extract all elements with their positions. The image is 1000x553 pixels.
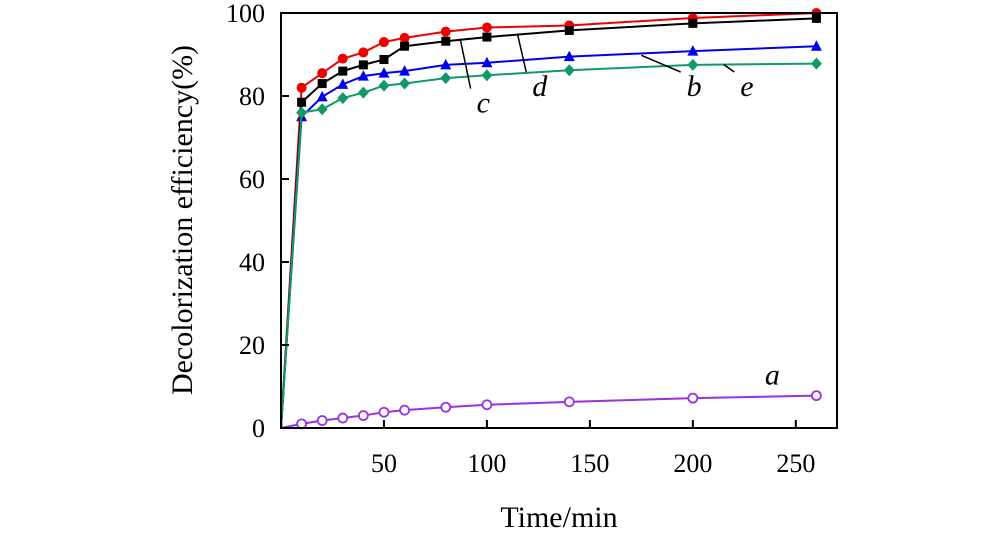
series-d-point-8 bbox=[482, 32, 492, 42]
series-d-point-9 bbox=[564, 25, 574, 35]
series-b-point-3 bbox=[337, 78, 349, 89]
series-a-point-2 bbox=[316, 415, 328, 426]
series-b-point-11 bbox=[810, 40, 822, 51]
series-c-point-6 bbox=[399, 32, 410, 43]
x-tick-label-200: 200 bbox=[673, 449, 712, 478]
y-tick-label-60: 60 bbox=[239, 165, 265, 194]
annotation-a-label: a bbox=[765, 358, 780, 391]
series-e-point-11 bbox=[810, 57, 822, 70]
series-a-point-6 bbox=[399, 404, 410, 416]
series-e-point-3 bbox=[337, 92, 349, 105]
series-c-point-3 bbox=[337, 53, 348, 64]
series-b-point-2 bbox=[316, 90, 328, 102]
series-b-point-10 bbox=[687, 45, 699, 56]
series-b-point-6 bbox=[399, 65, 411, 76]
series-e-point-7 bbox=[440, 72, 452, 85]
series-c-point-1 bbox=[296, 82, 307, 93]
annotation-e-pointer bbox=[723, 63, 735, 73]
series-d-point-10 bbox=[688, 18, 698, 28]
series-d-point-5 bbox=[379, 54, 389, 64]
series-e-point-1 bbox=[296, 106, 308, 119]
series-b-point-8 bbox=[481, 56, 493, 68]
annotation-b-label: b bbox=[687, 70, 702, 103]
series-a-point-8 bbox=[481, 399, 493, 411]
series-e-point-4 bbox=[357, 86, 369, 99]
series-d-point-7 bbox=[441, 36, 451, 46]
series-a-point-7 bbox=[440, 401, 452, 413]
series-e-point-2 bbox=[316, 103, 328, 116]
series-a-point-11 bbox=[811, 390, 822, 402]
series-c-point-5 bbox=[378, 37, 389, 48]
series-a-point-3 bbox=[337, 412, 349, 424]
series-d-point-6 bbox=[400, 41, 410, 51]
series-b-point-5 bbox=[378, 67, 390, 78]
y-tick-label-40: 40 bbox=[239, 248, 265, 277]
series-a-point-9 bbox=[563, 396, 575, 408]
annotation-c-label: c bbox=[477, 87, 490, 120]
series-a-point-5 bbox=[378, 406, 390, 418]
plot-frame bbox=[280, 12, 838, 429]
series-e-point-5 bbox=[378, 79, 390, 92]
annotation-c-pointer bbox=[459, 38, 472, 89]
y-tick-label-20: 20 bbox=[239, 331, 265, 360]
series-e-line bbox=[280, 62, 817, 429]
series-b-point-4 bbox=[357, 70, 369, 81]
series-b-line bbox=[280, 45, 817, 429]
series-a-point-4 bbox=[357, 410, 369, 421]
series-e-point-8 bbox=[481, 69, 493, 82]
y-axis-title: Decolorization efficiency(%) bbox=[166, 45, 199, 395]
series-c-point-4 bbox=[358, 47, 369, 58]
axes-layer: 50 100 150 200 250 0 20 40 60 80 100 bbox=[226, 0, 838, 478]
series-d-point-4 bbox=[358, 60, 368, 70]
series-d-point-1 bbox=[297, 97, 307, 107]
series-e-point-9 bbox=[563, 64, 575, 77]
annotation-d-pointer bbox=[517, 35, 527, 73]
x-tick-label-50: 50 bbox=[371, 449, 397, 478]
series-b-point-7 bbox=[440, 58, 452, 70]
annotation-e-label: e bbox=[740, 70, 753, 103]
y-tick-label-0: 0 bbox=[252, 414, 265, 443]
x-tick-label-250: 250 bbox=[776, 449, 815, 478]
plot-layer: a b c d e bbox=[280, 8, 822, 430]
annotation-d-label: d bbox=[532, 70, 548, 103]
y-tick-label-100: 100 bbox=[226, 0, 265, 28]
x-tick-label-150: 150 bbox=[570, 449, 609, 478]
series-c-point-8 bbox=[481, 22, 492, 33]
series-d-point-11 bbox=[811, 13, 821, 23]
x-axis-title: Time/min bbox=[500, 501, 617, 534]
series-a-point-10 bbox=[687, 392, 699, 404]
x-tick-label-100: 100 bbox=[467, 449, 506, 478]
series-c-point-7 bbox=[440, 26, 451, 37]
series-d-point-3 bbox=[338, 66, 348, 76]
y-tick-label-80: 80 bbox=[239, 82, 265, 111]
series-c-point-2 bbox=[317, 68, 328, 79]
series-b-point-9 bbox=[563, 50, 575, 62]
annotation-b-pointer bbox=[641, 54, 681, 73]
series-d-point-2 bbox=[317, 79, 327, 89]
series-e-point-10 bbox=[687, 58, 699, 71]
series-e-point-6 bbox=[399, 77, 411, 90]
